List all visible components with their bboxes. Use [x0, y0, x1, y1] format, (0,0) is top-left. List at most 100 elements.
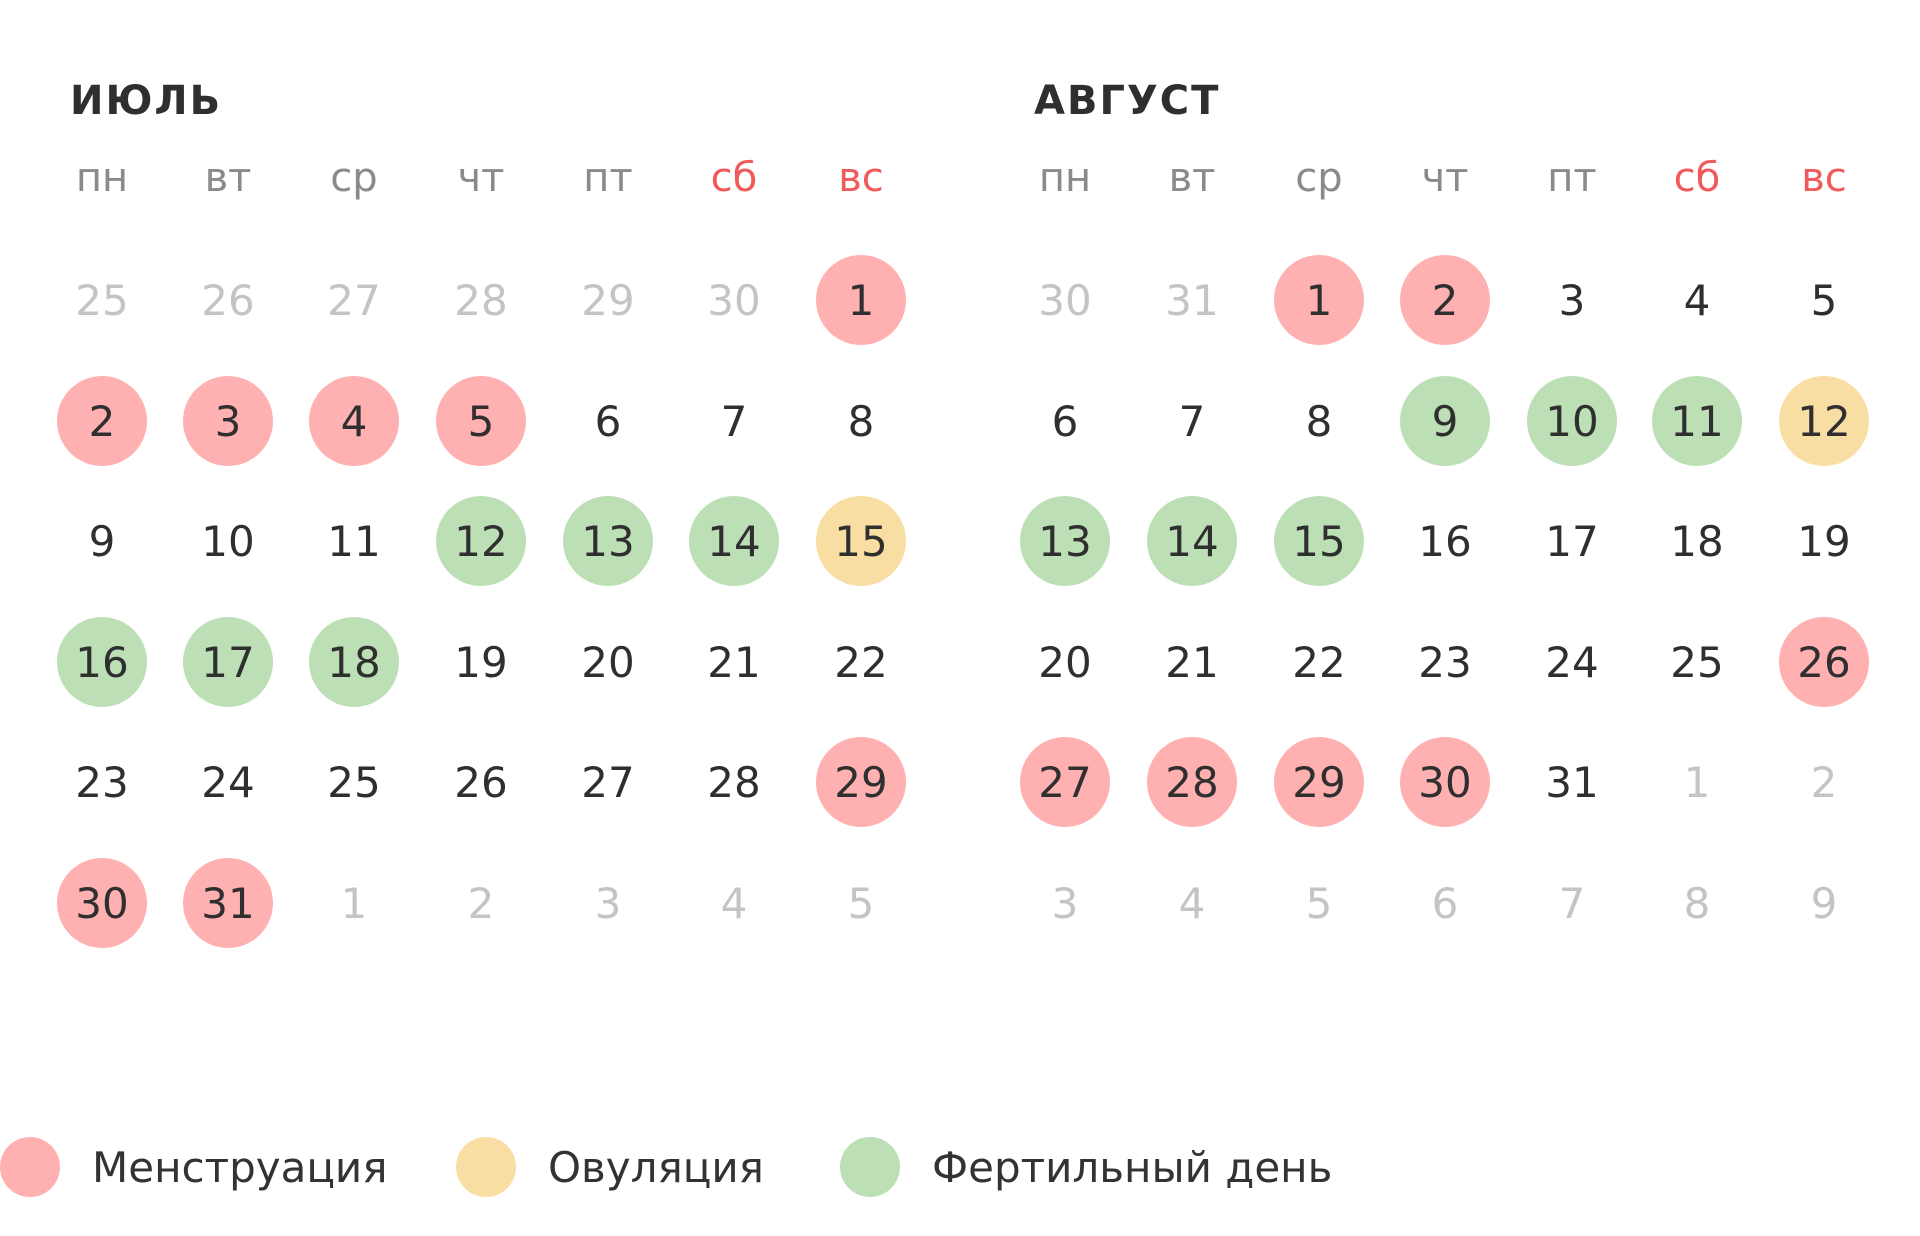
calendar-day[interactable]: 24: [201, 757, 255, 807]
calendar-day-muted[interactable]: 25: [75, 275, 129, 325]
calendar-day[interactable]: 16: [1418, 516, 1472, 566]
calendar-day-muted[interactable]: 31: [1165, 275, 1219, 325]
legend-item-fertile: Фертильный день: [840, 1137, 1332, 1197]
calendar-day-menstruation[interactable]: 1: [816, 255, 906, 345]
calendar-day-muted[interactable]: 28: [454, 275, 508, 325]
calendar-day-menstruation[interactable]: 1: [1274, 255, 1364, 345]
calendar-day[interactable]: 25: [1670, 637, 1724, 687]
calendar-day-fertile[interactable]: 16: [57, 617, 147, 707]
calendar-day[interactable]: 20: [581, 637, 635, 687]
calendar-day-menstruation[interactable]: 29: [1274, 737, 1364, 827]
calendar-day[interactable]: 5: [1810, 275, 1838, 325]
calendar-day[interactable]: 6: [1051, 396, 1079, 446]
calendar-day-fertile[interactable]: 9: [1400, 376, 1490, 466]
calendar-day[interactable]: 19: [454, 637, 508, 687]
calendar-day[interactable]: 22: [1292, 637, 1346, 687]
calendar-day-menstruation[interactable]: 27: [1020, 737, 1110, 827]
calendar-day[interactable]: 23: [75, 757, 129, 807]
calendar-day-fertile[interactable]: 13: [1020, 496, 1110, 586]
calendar-day[interactable]: 18: [1670, 516, 1724, 566]
calendar-day[interactable]: 8: [847, 396, 875, 446]
calendar-day-muted[interactable]: 5: [847, 878, 875, 928]
calendar-day-menstruation[interactable]: 28: [1147, 737, 1237, 827]
calendar-day-muted[interactable]: 30: [1038, 275, 1092, 325]
calendar-day-muted[interactable]: 1: [340, 878, 368, 928]
calendar-day-fertile[interactable]: 14: [689, 496, 779, 586]
calendar-day[interactable]: 9: [88, 516, 116, 566]
weekday-header: вс: [1801, 155, 1847, 201]
calendar-day-menstruation[interactable]: 5: [436, 376, 526, 466]
calendar-day-muted[interactable]: 4: [1178, 878, 1206, 928]
calendar-day[interactable]: 27: [581, 757, 635, 807]
calendar-day-muted[interactable]: 6: [1431, 878, 1459, 928]
calendar-day-fertile[interactable]: 15: [1274, 496, 1364, 586]
calendar-day[interactable]: 21: [1165, 637, 1219, 687]
weekday-header: сб: [710, 155, 758, 201]
calendar-day-muted[interactable]: 4: [720, 878, 748, 928]
calendar-day-menstruation[interactable]: 3: [183, 376, 273, 466]
calendar-day-menstruation[interactable]: 26: [1779, 617, 1869, 707]
calendar-day[interactable]: 17: [1545, 516, 1599, 566]
calendar-day-menstruation[interactable]: 31: [183, 858, 273, 948]
calendar-day[interactable]: 7: [1178, 396, 1206, 446]
weekday-header: ср: [330, 155, 378, 201]
calendar-day[interactable]: 22: [834, 637, 888, 687]
calendar-day-muted[interactable]: 3: [594, 878, 622, 928]
calendar-day-muted[interactable]: 27: [327, 275, 381, 325]
calendar-day[interactable]: 7: [720, 396, 748, 446]
calendar-day[interactable]: 3: [1558, 275, 1586, 325]
calendar-day-menstruation[interactable]: 4: [309, 376, 399, 466]
calendar-day-muted[interactable]: 30: [707, 275, 761, 325]
calendar-day[interactable]: 23: [1418, 637, 1472, 687]
legend-dot-icon: [0, 1137, 60, 1197]
legend-label: Фертильный день: [932, 1142, 1333, 1192]
calendar-day[interactable]: 25: [327, 757, 381, 807]
calendar-day-fertile[interactable]: 11: [1652, 376, 1742, 466]
calendar-day[interactable]: 10: [201, 516, 255, 566]
calendar-day-menstruation[interactable]: 2: [1400, 255, 1490, 345]
calendar-day-muted[interactable]: 8: [1683, 878, 1711, 928]
calendar-day-menstruation[interactable]: 29: [816, 737, 906, 827]
calendar-day[interactable]: 6: [594, 396, 622, 446]
calendar-day-muted[interactable]: 5: [1305, 878, 1333, 928]
calendar-day-muted[interactable]: 1: [1683, 757, 1711, 807]
calendar-day-fertile[interactable]: 13: [563, 496, 653, 586]
calendar-day-muted[interactable]: 7: [1558, 878, 1586, 928]
calendar-day-menstruation[interactable]: 2: [57, 376, 147, 466]
calendar-day[interactable]: 24: [1545, 637, 1599, 687]
weekday-header: пн: [1038, 155, 1092, 201]
calendar-day-ovulation[interactable]: 12: [1779, 376, 1869, 466]
calendar-day-muted[interactable]: 3: [1051, 878, 1079, 928]
calendar-day[interactable]: 31: [1545, 757, 1599, 807]
calendar-day-ovulation[interactable]: 15: [816, 496, 906, 586]
calendar-day-menstruation[interactable]: 30: [1400, 737, 1490, 827]
weekday-header: пт: [583, 155, 633, 201]
legend-item-menstruation: Менструация: [0, 1137, 388, 1197]
legend-dot-icon: [840, 1137, 900, 1197]
calendar-day[interactable]: 19: [1797, 516, 1851, 566]
weekday-header: чт: [457, 155, 505, 201]
calendar-day-muted[interactable]: 9: [1810, 878, 1838, 928]
calendar-day-fertile[interactable]: 12: [436, 496, 526, 586]
calendar-day[interactable]: 4: [1683, 275, 1711, 325]
calendar-day-muted[interactable]: 2: [467, 878, 495, 928]
calendar-day-menstruation[interactable]: 30: [57, 858, 147, 948]
legend-label: Менструация: [92, 1142, 388, 1192]
calendar-day-fertile[interactable]: 14: [1147, 496, 1237, 586]
calendar-day[interactable]: 21: [707, 637, 761, 687]
calendar-day-muted[interactable]: 26: [201, 275, 255, 325]
calendar-day-fertile[interactable]: 10: [1527, 376, 1617, 466]
calendar-day[interactable]: 8: [1305, 396, 1333, 446]
weekday-header: пн: [75, 155, 129, 201]
calendar-day[interactable]: 20: [1038, 637, 1092, 687]
calendar-day-muted[interactable]: 2: [1810, 757, 1838, 807]
calendar-day-fertile[interactable]: 18: [309, 617, 399, 707]
calendar-day[interactable]: 28: [707, 757, 761, 807]
calendar-day-fertile[interactable]: 17: [183, 617, 273, 707]
month-title: ИЮЛЬ: [70, 78, 223, 124]
calendar-day[interactable]: 26: [454, 757, 508, 807]
calendar-day[interactable]: 11: [327, 516, 381, 566]
month-title: АВГУСТ: [1034, 78, 1221, 124]
weekday-header: чт: [1421, 155, 1469, 201]
calendar-day-muted[interactable]: 29: [581, 275, 635, 325]
